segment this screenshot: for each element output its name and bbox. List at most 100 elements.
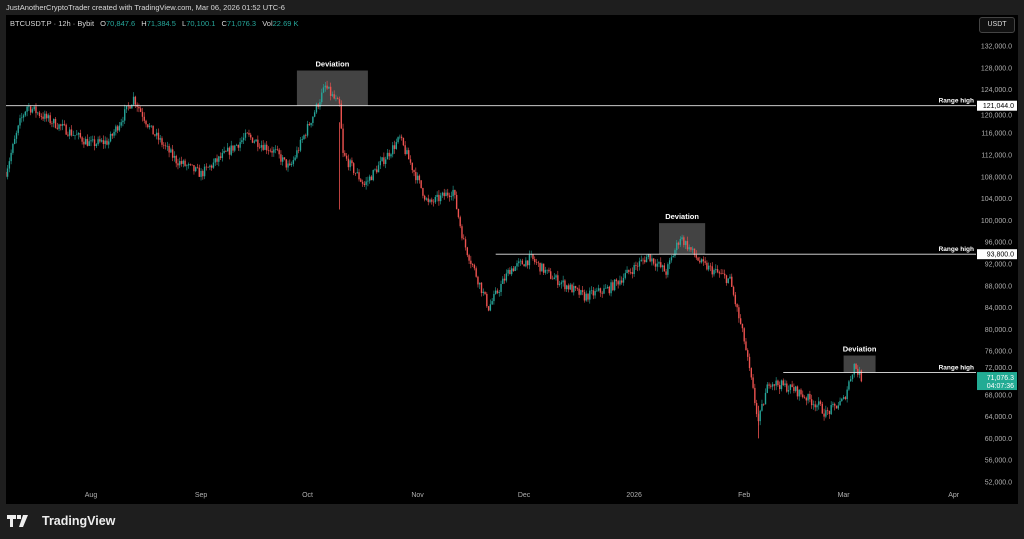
candle-body — [571, 284, 573, 293]
candle-body — [416, 175, 419, 181]
candle-body — [560, 282, 563, 284]
candle-body — [69, 129, 71, 136]
candle-body — [592, 290, 595, 296]
candle-countdown: 04:07:36 — [987, 383, 1014, 390]
candle-body — [818, 401, 820, 406]
candle-body — [427, 198, 429, 202]
candle-body — [274, 149, 277, 150]
candle-body — [631, 272, 634, 274]
candle-body — [771, 384, 774, 387]
candle-body — [54, 118, 57, 128]
y-tick-label: 56,000.0 — [985, 458, 1012, 465]
tradingview-logo-icon — [7, 515, 28, 527]
candle-body — [131, 104, 133, 109]
candle-body — [606, 286, 609, 289]
chart-panel[interactable]: 52,000.0 56,000.0 60,000.0 64,000.0 68,000.0… — [6, 15, 1018, 504]
x-tick-label: Sep — [195, 492, 208, 499]
candle-body — [219, 156, 222, 158]
candle-body — [686, 241, 689, 250]
candle-body — [683, 237, 685, 245]
candle-body — [635, 265, 637, 266]
candle-body — [267, 150, 270, 151]
price-chart[interactable]: 52,000.0 56,000.0 60,000.0 64,000.0 68,000.0… — [6, 15, 1018, 504]
candle-body — [640, 259, 642, 262]
candle-body — [214, 158, 216, 163]
y-tick-label: 120,000.0 — [981, 113, 1012, 120]
candle-body — [585, 293, 587, 301]
candle-body — [408, 150, 410, 160]
candle-body — [228, 147, 231, 155]
candle-body — [823, 413, 825, 417]
candle-body — [358, 172, 360, 180]
candle-body — [79, 133, 82, 138]
candle-body — [200, 171, 202, 177]
candle-body — [842, 397, 845, 399]
candle-body — [244, 132, 247, 138]
candle-body — [622, 277, 625, 283]
candle-body — [232, 145, 234, 151]
close-label: C — [221, 19, 227, 28]
candle-body — [637, 265, 639, 267]
symbol-label[interactable]: BTCUSDT.P · 12h · Bybit — [10, 19, 95, 28]
candle-body — [819, 401, 822, 404]
candle-body — [663, 265, 666, 272]
candle-body — [109, 133, 112, 142]
candle-body — [58, 124, 60, 129]
candle-body — [704, 261, 706, 263]
low-value: 70,100.1 — [186, 19, 216, 28]
candle-body — [175, 155, 177, 164]
candle-body — [775, 380, 777, 386]
candle-body — [466, 247, 468, 256]
candle-body — [445, 192, 447, 197]
candle-body — [450, 196, 453, 198]
high-value: 71,384.5 — [146, 19, 176, 28]
candle-body — [260, 145, 263, 148]
candle-body — [633, 265, 635, 274]
candle-body — [610, 282, 612, 294]
candle-body — [779, 385, 781, 390]
candle-body — [814, 404, 816, 408]
candle-body — [296, 150, 298, 158]
y-tick-label: 112,000.0 — [981, 153, 1012, 160]
candle-body — [187, 164, 190, 166]
candle-body — [731, 276, 733, 287]
candle-body — [748, 356, 751, 369]
candle-body — [166, 145, 169, 147]
candle-body — [828, 411, 831, 415]
candle-body — [722, 273, 724, 275]
candle-body — [305, 135, 307, 136]
candle-body — [383, 157, 385, 165]
candle-body — [290, 163, 293, 166]
currency-button[interactable]: USDT — [979, 17, 1015, 33]
candle-body — [225, 150, 227, 152]
candle-body — [409, 159, 412, 163]
candle-body — [594, 290, 596, 296]
candle-body — [713, 270, 715, 275]
y-tick-label: 52,000.0 — [985, 480, 1012, 487]
x-tick-label: Dec — [518, 492, 531, 499]
y-tick-label: 128,000.0 — [981, 65, 1012, 72]
range-high-label: Range high — [939, 98, 974, 105]
candle-body — [189, 164, 192, 165]
candle-body — [603, 288, 605, 294]
candle-body — [266, 144, 268, 151]
candle-body — [95, 144, 98, 147]
candle-body — [807, 393, 809, 401]
footer-brand[interactable]: TradingView — [7, 514, 115, 528]
ohlc-legend: BTCUSDT.P · 12h · Bybit O70,847.6 H71,38… — [10, 19, 299, 28]
candle-body — [83, 141, 85, 145]
candle-body — [679, 239, 681, 245]
candle-body — [759, 410, 761, 422]
candle-body — [654, 263, 657, 267]
candle-body — [248, 132, 250, 135]
candle-body — [431, 199, 433, 202]
candle-body — [608, 286, 610, 294]
candle-body — [534, 259, 536, 263]
candle-body — [90, 140, 92, 142]
candle-body — [741, 323, 744, 329]
price-tag — [977, 100, 1017, 111]
candle-body — [525, 260, 527, 267]
candle-body — [555, 275, 557, 278]
candle-body — [605, 288, 607, 289]
candle-body — [697, 257, 699, 261]
